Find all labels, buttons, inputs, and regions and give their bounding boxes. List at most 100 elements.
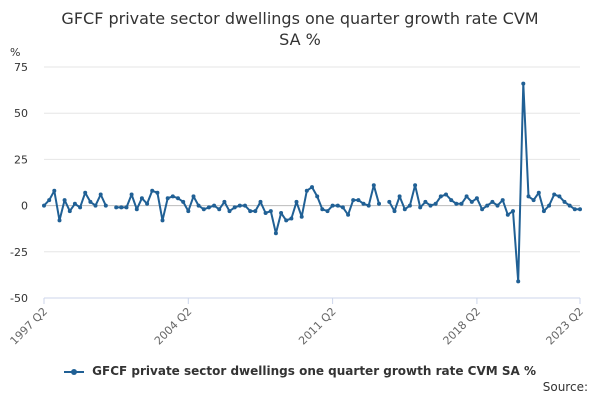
chart-title-line-1: GFCF private sector dwellings one quarte… xyxy=(61,9,539,28)
data-point xyxy=(248,209,253,214)
x-tick-label: 1997 Q2 xyxy=(8,305,51,348)
data-point xyxy=(52,188,57,193)
data-point xyxy=(170,194,175,199)
data-point xyxy=(217,207,222,212)
data-point xyxy=(495,203,500,208)
data-point xyxy=(454,201,459,206)
data-point xyxy=(428,203,433,208)
data-point xyxy=(279,211,284,215)
data-point xyxy=(57,218,62,223)
data-point xyxy=(129,192,134,197)
data-point xyxy=(289,216,294,221)
y-axis-unit-label: % xyxy=(10,46,20,59)
data-point xyxy=(469,199,474,204)
data-point xyxy=(444,192,448,197)
data-point xyxy=(165,196,170,201)
data-point xyxy=(294,199,299,204)
data-point xyxy=(258,199,263,204)
data-point xyxy=(124,205,129,210)
data-point xyxy=(505,212,510,217)
data-point xyxy=(531,198,536,203)
y-axis: % 75 50 25 0 -25 -50 xyxy=(10,46,28,305)
x-tick-label: 2023 Q2 xyxy=(544,305,587,348)
data-point xyxy=(511,209,515,214)
data-point xyxy=(268,209,273,214)
data-point xyxy=(371,183,376,188)
data-point xyxy=(310,185,314,190)
y-tick-label: 25 xyxy=(14,153,28,166)
series-line-segment xyxy=(116,184,380,235)
data-point xyxy=(407,203,412,208)
data-point xyxy=(139,196,144,201)
data-point xyxy=(557,194,562,199)
data-point xyxy=(176,196,180,201)
data-point xyxy=(464,194,469,199)
data-point xyxy=(356,198,361,203)
data-point xyxy=(103,203,108,208)
data-point xyxy=(366,203,371,208)
data-point xyxy=(243,203,247,208)
data-point xyxy=(480,207,485,212)
data-point xyxy=(222,199,227,204)
data-point xyxy=(485,203,490,208)
data-point xyxy=(387,199,392,204)
data-point xyxy=(541,209,546,214)
data-point xyxy=(237,203,242,208)
series-points xyxy=(42,81,582,284)
data-point xyxy=(433,201,438,206)
y-gridlines xyxy=(44,66,580,299)
data-point xyxy=(351,198,356,203)
chart-title-line-2: SA % xyxy=(279,30,321,49)
data-point xyxy=(284,218,289,223)
data-point xyxy=(521,81,526,86)
data-point xyxy=(78,205,83,210)
data-point xyxy=(377,201,381,206)
data-point xyxy=(361,201,366,206)
y-tick-label: 50 xyxy=(14,107,28,120)
data-point xyxy=(516,279,521,284)
legend-label: GFCF private sector dwellings one quarte… xyxy=(92,364,537,378)
y-tick-label: -25 xyxy=(10,246,28,259)
data-point xyxy=(438,194,443,199)
data-point xyxy=(340,205,345,210)
data-point xyxy=(186,209,191,214)
data-point xyxy=(547,203,552,208)
data-point xyxy=(212,203,217,208)
data-point xyxy=(299,214,304,219)
data-point xyxy=(196,203,201,208)
data-point xyxy=(562,199,567,204)
y-tick-label: -50 xyxy=(10,292,28,305)
y-tick-label: 75 xyxy=(14,61,28,74)
data-point xyxy=(232,205,237,210)
legend[interactable]: GFCF private sector dwellings one quarte… xyxy=(0,364,600,378)
data-point xyxy=(552,192,557,197)
data-point xyxy=(526,194,531,199)
data-point xyxy=(330,203,335,208)
data-point xyxy=(181,199,186,204)
data-point xyxy=(346,212,351,217)
x-axis: 1997 Q2 2004 Q2 2011 Q2 2018 Q2 2023 Q2 xyxy=(8,297,587,348)
data-point xyxy=(490,199,495,204)
data-point xyxy=(392,209,397,214)
data-point xyxy=(397,194,402,199)
data-point xyxy=(62,198,67,203)
data-point xyxy=(402,207,407,212)
data-point xyxy=(578,207,582,212)
data-point xyxy=(449,198,454,203)
data-point xyxy=(536,190,541,195)
data-point xyxy=(93,203,98,208)
data-point xyxy=(315,194,320,199)
data-point xyxy=(474,196,479,201)
source-label[interactable]: Source: xyxy=(542,380,588,394)
data-point xyxy=(98,192,103,197)
data-point xyxy=(500,198,505,203)
data-point xyxy=(335,203,340,208)
data-point xyxy=(273,231,278,236)
data-point xyxy=(263,211,268,215)
data-point xyxy=(304,188,309,193)
data-point xyxy=(413,183,418,188)
x-tick-label: 2004 Q2 xyxy=(152,305,195,348)
data-point xyxy=(459,201,464,206)
data-point xyxy=(201,207,206,212)
data-point xyxy=(67,209,72,214)
